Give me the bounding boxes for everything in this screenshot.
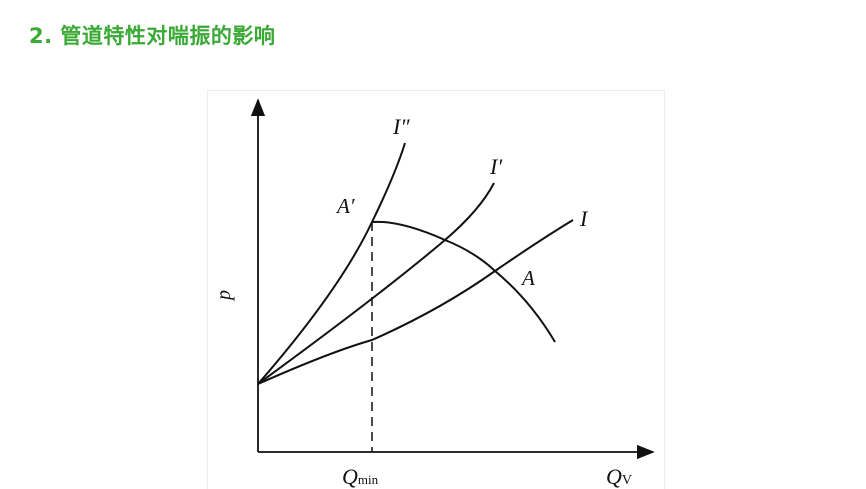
curve-I-prime (257, 182, 495, 385)
curve-I-double-prime (257, 142, 406, 385)
diagram-frame (207, 90, 665, 489)
curve-I (257, 219, 574, 385)
x-axis-label: QV (606, 464, 632, 489)
curve-label-I-prime: I′ (489, 154, 503, 179)
page-title: 2. 管道特性对喘振的影响 (29, 24, 276, 48)
curve-label-I: I (579, 206, 589, 231)
curve-label-I-double-prime: I″ (392, 114, 410, 139)
y-axis-label: p (213, 290, 235, 302)
pump-curve (371, 220, 556, 343)
point-label-A-prime: A′ (335, 194, 355, 218)
point-label-A: A (520, 266, 535, 290)
x-mark-label: Qmin (342, 464, 379, 489)
